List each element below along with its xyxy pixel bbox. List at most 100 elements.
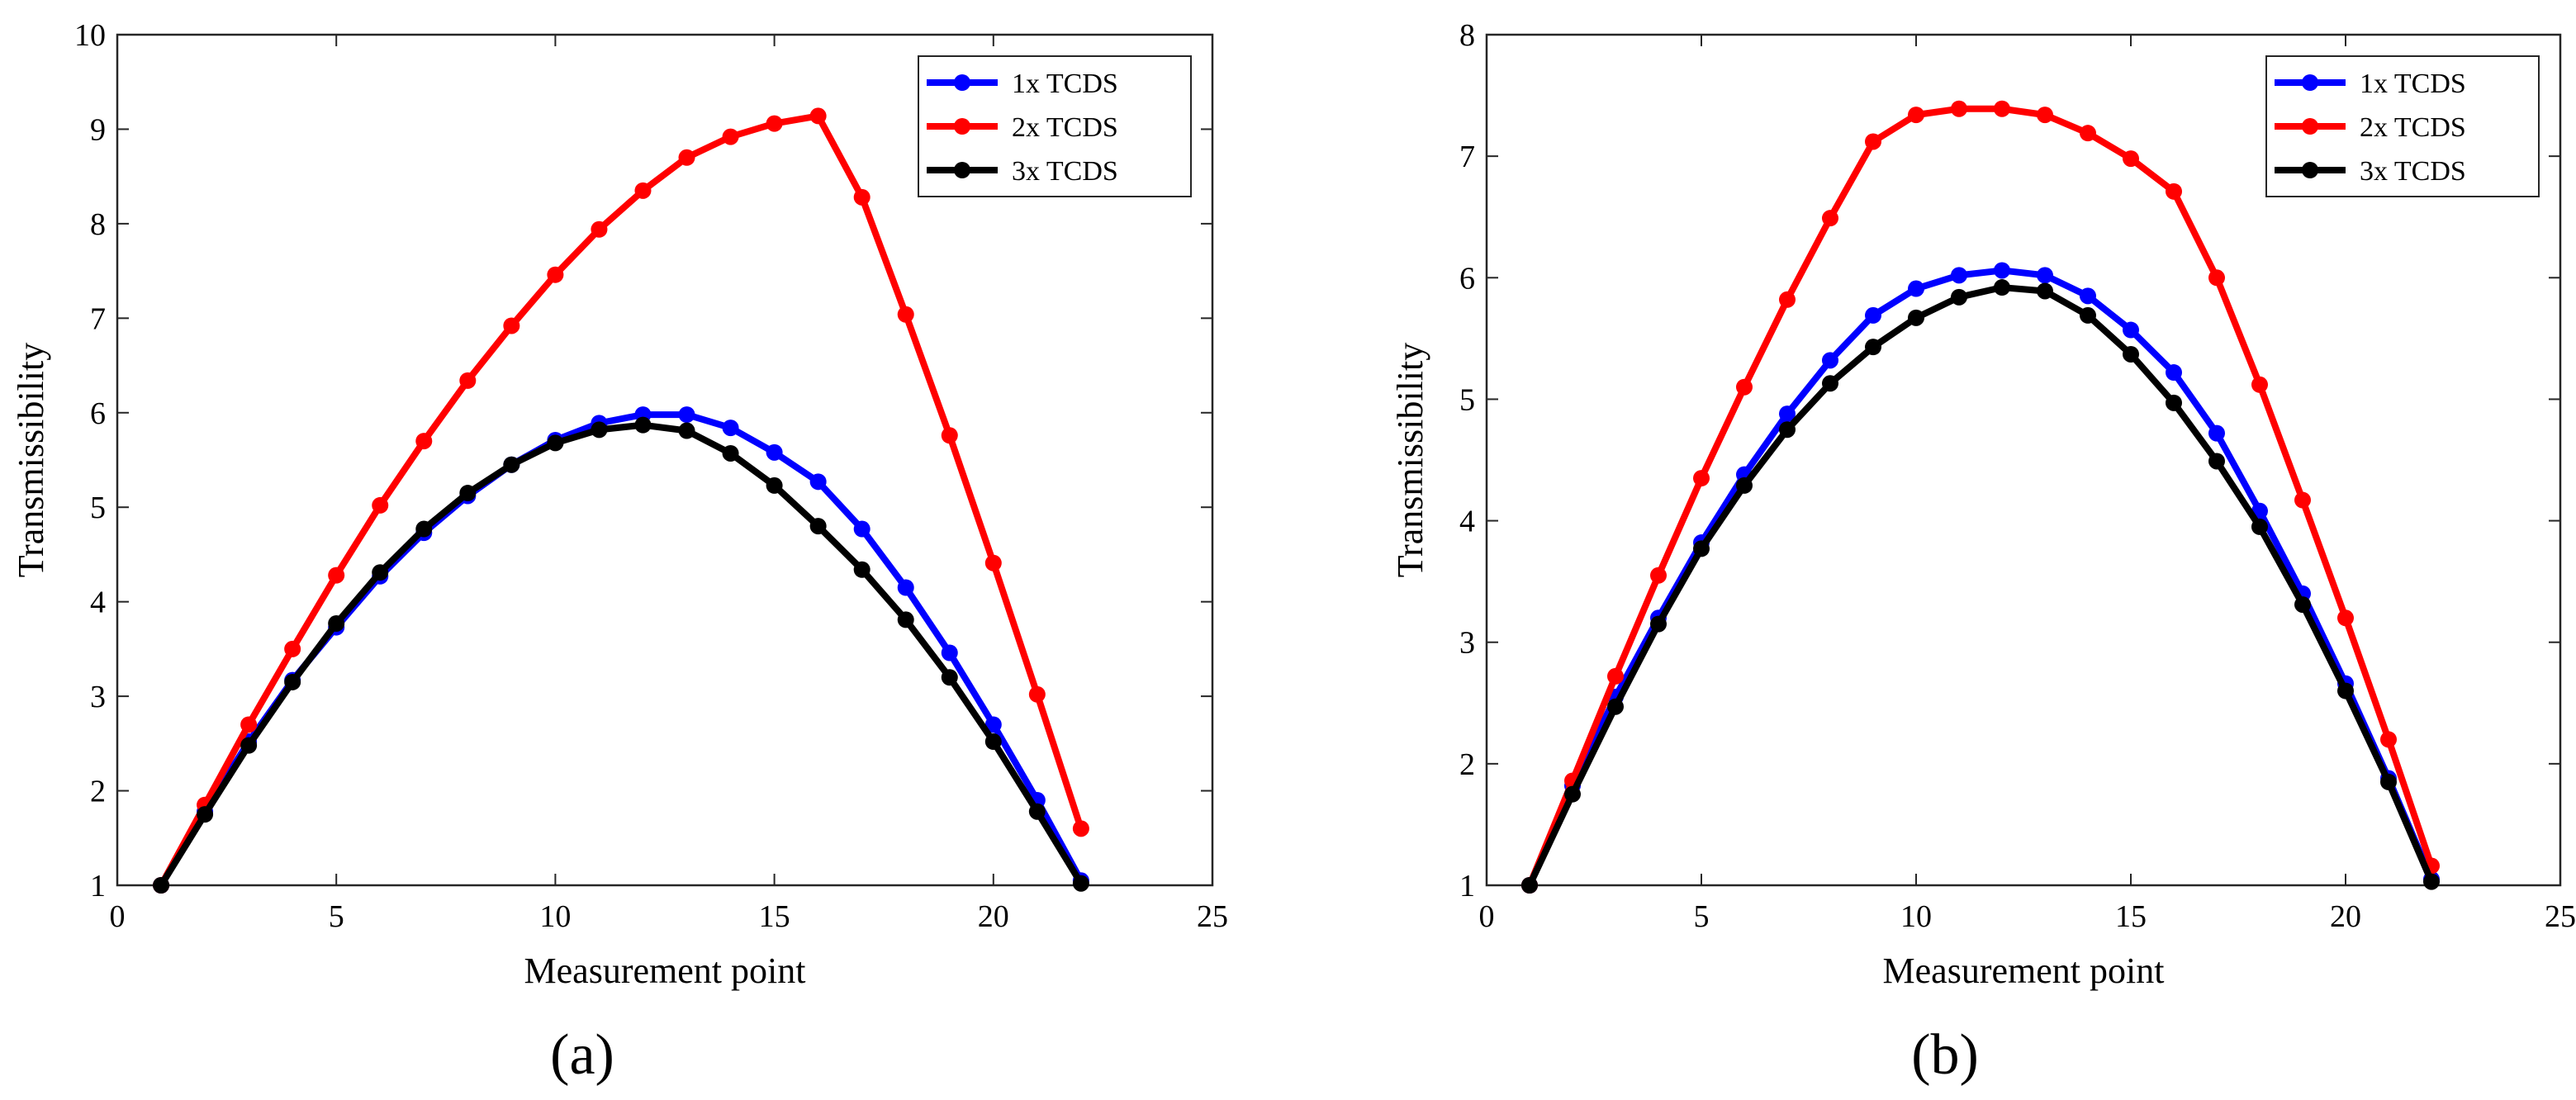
y-tick-label: 3 (90, 680, 106, 714)
data-point-2x (415, 433, 433, 450)
x-tick-label: 5 (1694, 899, 1710, 934)
y-tick-label: 3 (1459, 626, 1475, 661)
data-point-3x (591, 421, 608, 439)
legend-marker-2x (2302, 118, 2318, 135)
legend-marker-3x (2302, 162, 2318, 178)
x-tick-label: 10 (539, 899, 571, 934)
data-point-3x (2080, 306, 2096, 324)
x-axis-label: Measurement point (1883, 951, 2165, 991)
legend-marker-2x (954, 118, 970, 135)
data-point-1x (2166, 364, 2182, 382)
data-point-3x (1521, 877, 1538, 894)
data-point-2x (459, 372, 477, 389)
series-layer (153, 107, 1089, 894)
data-point-2x (1736, 378, 1753, 396)
x-tick-label: 10 (1900, 899, 1932, 934)
panel-caption-a: (a) (550, 1023, 614, 1087)
data-point-3x (2294, 596, 2311, 614)
data-point-3x (284, 673, 301, 690)
data-point-2x (809, 107, 827, 125)
data-point-1x (809, 473, 827, 491)
y-axis-ticks: 1 2 3 4 5 6 7 8 9 10 (74, 18, 1212, 903)
data-point-3x (1564, 785, 1581, 803)
data-point-3x (1736, 477, 1753, 494)
series-line-3x (1526, 284, 2435, 889)
data-point-1x (897, 579, 914, 596)
data-point-2x (2080, 125, 2096, 142)
series-line-3x (158, 421, 1084, 889)
data-point-3x (941, 669, 958, 686)
data-point-2x (1607, 667, 1624, 685)
legend-label-2x: 2x TCDS (2360, 112, 2466, 143)
data-point-3x (1951, 288, 1967, 306)
y-tick-label: 2 (90, 775, 106, 809)
y-tick-label: 9 (90, 112, 106, 147)
legend-label-3x: 3x TCDS (2360, 156, 2466, 187)
data-point-2x (503, 317, 520, 334)
data-point-3x (1028, 803, 1046, 820)
data-point-2x (1779, 291, 1796, 308)
x-axis-ticks: 0 5 10 15 20 25 (110, 35, 1228, 934)
y-axis-label: Transmissibility (1390, 343, 1430, 577)
data-point-3x (2037, 282, 2053, 300)
data-point-2x (547, 266, 564, 283)
data-point-3x (459, 485, 477, 502)
data-point-1x (1994, 262, 2010, 279)
y-tick-label: 2 (1459, 747, 1475, 782)
x-tick-label: 15 (2115, 899, 2147, 934)
data-point-2x (2123, 150, 2139, 168)
legend-label-3x: 3x TCDS (1012, 156, 1118, 187)
y-tick-label: 7 (1459, 140, 1475, 174)
chart-panel-a: 0 5 10 15 20 25 1 2 3 4 5 6 7 8 9 10 Measurement point… (11, 18, 1228, 1087)
panel-caption-b: (b) (1911, 1023, 1979, 1087)
data-point-3x (2208, 453, 2225, 470)
legend-item-1x: 1x TCDS (2275, 69, 2466, 99)
data-point-3x (328, 614, 345, 632)
data-point-2x (240, 716, 258, 733)
legend-label-2x: 2x TCDS (1012, 112, 1118, 143)
series-layer (1521, 100, 2440, 894)
y-tick-label: 8 (90, 207, 106, 242)
data-point-1x (941, 644, 958, 661)
data-point-3x (1908, 309, 1924, 326)
data-point-2x (1693, 470, 1710, 487)
data-point-2x (2294, 491, 2311, 509)
data-point-1x (1865, 306, 1881, 324)
data-point-3x (153, 877, 170, 894)
legend: 1x TCDS 2x TCDS 3x TCDS (918, 55, 1192, 197)
series-line-2x (158, 112, 1084, 889)
legend-label-1x: 1x TCDS (1012, 69, 1118, 99)
data-point-3x (2423, 873, 2440, 890)
data-point-3x (897, 611, 914, 628)
x-tick-label: 0 (1479, 899, 1495, 934)
legend-item-2x: 2x TCDS (2275, 112, 2466, 143)
data-point-3x (2337, 682, 2354, 699)
data-point-3x (984, 733, 1002, 751)
y-tick-label: 4 (1459, 505, 1475, 539)
x-tick-label: 0 (110, 899, 126, 934)
data-point-2x (2166, 183, 2182, 200)
data-point-1x (678, 406, 695, 424)
x-tick-label: 25 (2545, 899, 2576, 934)
y-tick-label: 1 (1459, 869, 1475, 903)
legend-item-3x: 3x TCDS (2275, 156, 2466, 187)
data-point-2x (2380, 731, 2397, 748)
data-point-1x (1779, 405, 1796, 423)
data-point-1x (853, 520, 871, 538)
data-point-1x (2123, 321, 2139, 339)
data-point-1x (984, 716, 1002, 733)
legend-marker-1x (954, 74, 970, 91)
data-point-2x (1822, 210, 1838, 227)
legend-marker-1x (2302, 74, 2318, 91)
data-point-3x (197, 806, 214, 823)
x-tick-label: 20 (2330, 899, 2361, 934)
data-point-2x (984, 554, 1002, 571)
x-tick-label: 15 (759, 899, 790, 934)
data-point-1x (1908, 280, 1924, 297)
data-point-1x (722, 420, 739, 437)
legend: 1x TCDS 2x TCDS 3x TCDS (2265, 55, 2540, 197)
x-tick-label: 20 (978, 899, 1009, 934)
data-point-1x (1951, 267, 1967, 284)
x-tick-label: 25 (1197, 899, 1228, 934)
x-tick-label: 5 (329, 899, 344, 934)
